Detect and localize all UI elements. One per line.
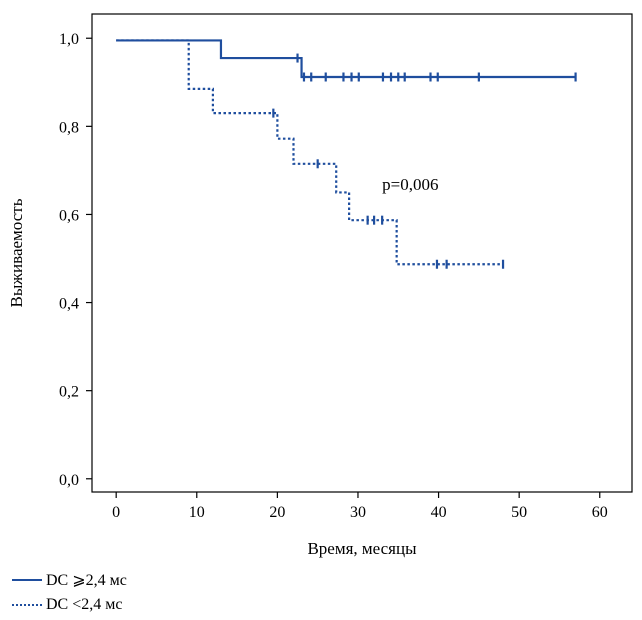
y-tick-label: 1,0	[59, 31, 79, 48]
x-tick-label: 60	[592, 504, 608, 521]
legend-label-dotted: DC <2,4 мс	[46, 596, 123, 613]
x-tick-label: 50	[511, 504, 527, 521]
series-layer	[116, 39, 577, 269]
x-tick-label: 10	[189, 504, 205, 521]
y-tick-label: 0,2	[59, 384, 79, 401]
plot-frame	[91, 13, 633, 493]
y-tick-label: 0,0	[59, 472, 79, 489]
series-line-solid	[116, 39, 576, 79]
legend-label-solid: DC ⩾2,4 мс	[46, 572, 127, 589]
x-axis-label: Время, месяцы	[307, 539, 417, 558]
x-tick-label: 0	[112, 504, 120, 521]
legend-swatch-solid	[12, 579, 42, 581]
x-tick-label: 40	[431, 504, 447, 521]
x-tick-label: 30	[350, 504, 366, 521]
y-axis-label: Выживаемость	[7, 198, 26, 307]
x-tick-label: 20	[269, 504, 285, 521]
axis-ticks: 0 10 20 30 40 50 60 0,0 0,2 0,4 0,6 0,8 1,0	[59, 31, 608, 521]
legend-swatch-dotted	[12, 604, 42, 606]
y-tick-label: 0,4	[59, 296, 79, 313]
series-line-dotted	[116, 39, 504, 266]
legend-item-dotted: DC <2,4 мс	[12, 596, 122, 614]
p-value-annotation: p=0,006	[382, 175, 438, 194]
y-tick-label: 0,8	[59, 119, 79, 136]
legend-item-solid: DC ⩾2,4 мс	[12, 570, 127, 590]
y-tick-label: 0,6	[59, 207, 79, 224]
